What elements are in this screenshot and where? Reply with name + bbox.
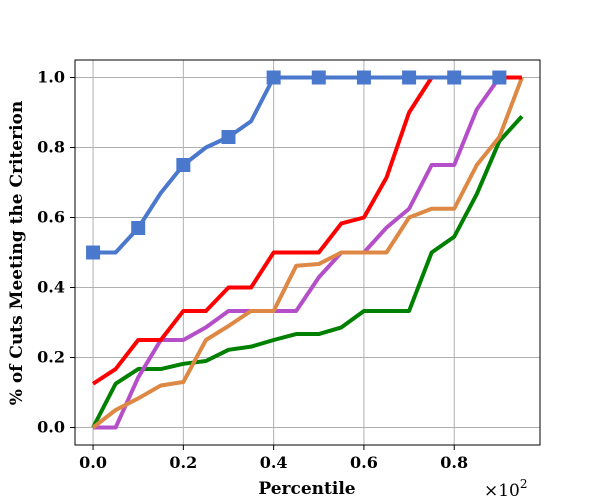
y-tick-label: 0.0 (37, 418, 65, 437)
x-tick-label: 0.2 (169, 453, 197, 472)
x-scale-exponent: 2 (520, 477, 528, 491)
y-tick-label: 1.0 (37, 68, 65, 87)
data-point-blue (311, 70, 326, 85)
y-axis-label: % of Cuts Meeting the Criterion (7, 101, 27, 405)
series-line-green (91, 115, 524, 429)
series-line-blue (93, 75, 500, 255)
data-point-blue (447, 70, 462, 85)
x-tick-label: 0.4 (260, 453, 288, 472)
x-tick-label: 0.0 (79, 453, 107, 472)
y-tick-label: 0.2 (37, 348, 65, 367)
x-tick-label: 0.6 (350, 453, 378, 472)
data-point-blue (131, 221, 146, 235)
series-layer (86, 70, 524, 430)
data-point-blue (492, 70, 507, 85)
y-tick-label: 0.8 (37, 138, 65, 157)
series-line-orange (91, 76, 524, 430)
data-point-blue (266, 70, 281, 85)
x-scale-multiplier: ×102 (484, 477, 528, 500)
data-point-blue (221, 130, 236, 144)
data-point-blue (86, 245, 101, 260)
y-tick-label: 0.6 (37, 208, 65, 227)
plot-frame (74, 59, 541, 446)
data-point-blue (176, 158, 191, 172)
data-point-blue (402, 70, 417, 85)
ticks: 0.0 0.2 0.4 0.6 0.8 0.0 0.2 0.4 0.6 0.8 1.0 (37, 68, 468, 473)
data-point-blue (356, 70, 371, 85)
x-axis-label: Percentile (258, 479, 355, 499)
x-tick-label: 0.8 (440, 453, 468, 472)
x-scale-base: ×10 (484, 481, 520, 500)
y-tick-label: 0.4 (37, 278, 65, 297)
